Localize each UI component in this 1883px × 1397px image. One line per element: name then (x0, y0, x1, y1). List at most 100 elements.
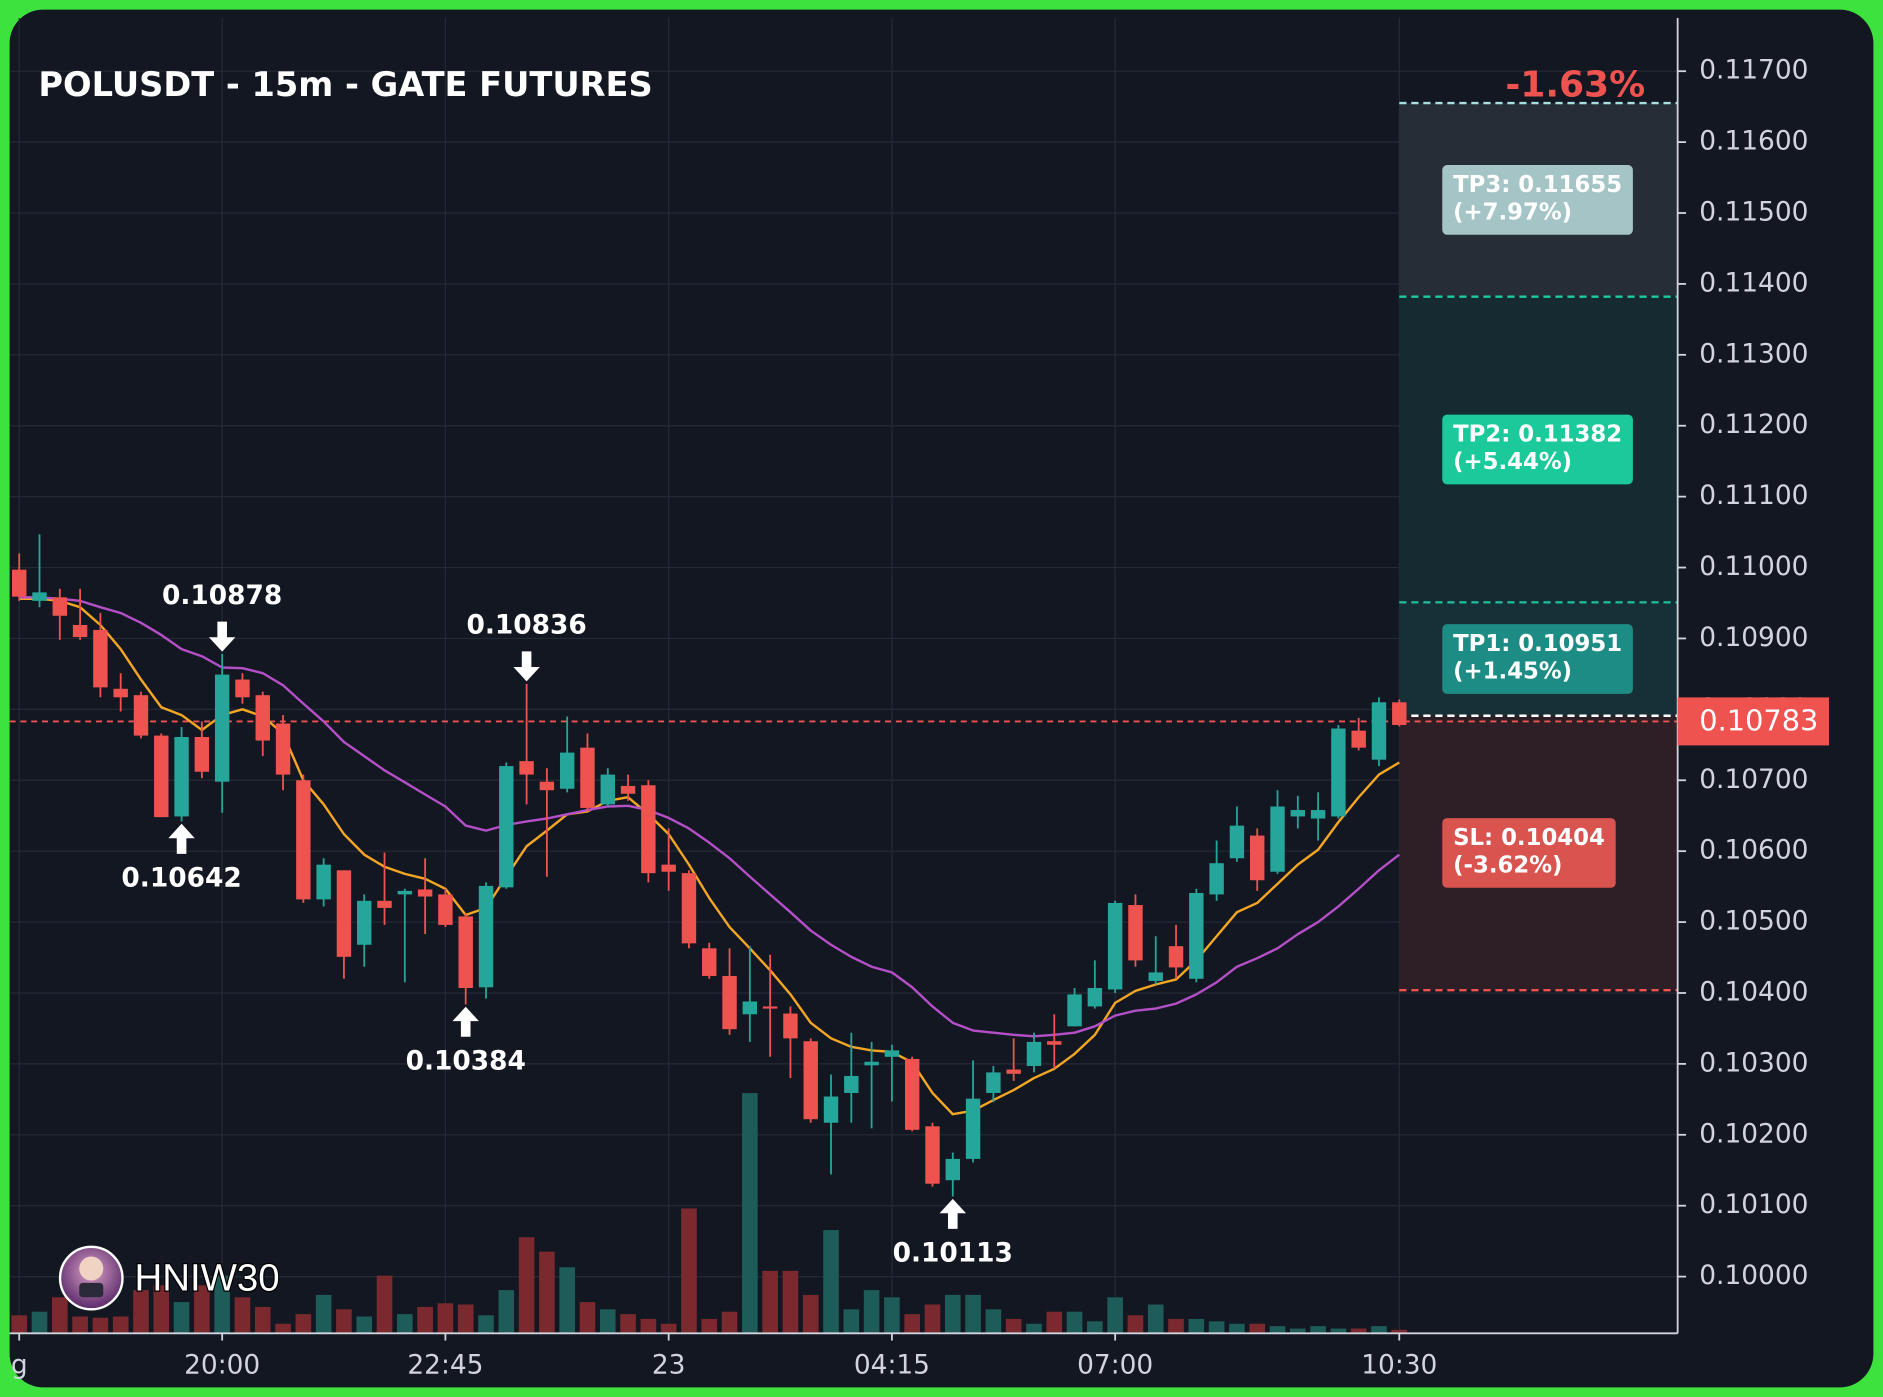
volume-bar (579, 1302, 596, 1334)
candle-body (214, 674, 230, 782)
volume-bar (133, 1290, 149, 1334)
volume-bar (1208, 1321, 1225, 1334)
chart-title: POLUSDT - 15m - GATE FUTURES (38, 65, 652, 104)
y-tick-label: 0.11700 (1699, 55, 1808, 86)
volume-bar (640, 1318, 657, 1334)
candle-body (235, 679, 250, 698)
y-tick-label: 0.10500 (1699, 906, 1808, 937)
candle-body (1209, 863, 1224, 895)
pivot-label: 0.10836 (466, 610, 586, 641)
moving-average (19, 596, 1401, 1038)
y-tick-label: 0.11200 (1699, 409, 1808, 440)
volume-bar (356, 1316, 373, 1334)
candle-body (539, 781, 555, 791)
volume-bar (782, 1270, 799, 1334)
volume-bar (1269, 1326, 1286, 1334)
level-label-percent: (-3.62%) (1453, 853, 1562, 879)
y-tick-label: 0.11400 (1699, 267, 1808, 298)
volume-bar (234, 1297, 251, 1334)
volume-bar (153, 1285, 170, 1334)
volume-bar (762, 1270, 778, 1334)
volume-bar (336, 1309, 352, 1334)
level-label: TP2: 0.11382(+5.44%) (1442, 414, 1633, 485)
candle-body (580, 747, 595, 808)
level-label-percent: (+5.44%) (1453, 449, 1572, 475)
candle-body (1067, 994, 1082, 1027)
volume-bar (742, 1093, 758, 1334)
level-label-text: TP1: 0.10951 (1453, 631, 1622, 657)
volume-bar (112, 1316, 129, 1334)
volume-bar (1229, 1323, 1245, 1334)
volume-bar (904, 1314, 921, 1334)
pivot-arrow (208, 621, 236, 652)
candle-body (458, 916, 473, 989)
volume-bar (478, 1315, 494, 1334)
candle-body (600, 774, 615, 805)
candle-body (357, 900, 372, 945)
x-tick-label: 10:30 (1361, 1349, 1437, 1380)
plot-area: 0.10878 0.10642 0.10384 0.10836 0.10113 TP3: … (9, 18, 1678, 1334)
candle-body (1351, 730, 1366, 748)
candle-body (377, 900, 392, 908)
candle-body (1331, 728, 1346, 817)
candle-body (12, 569, 27, 597)
volume-bar (539, 1251, 555, 1334)
level-label-text: SL: 0.10404 (1453, 825, 1605, 851)
level-label-box (1442, 818, 1616, 888)
volume-bar (1147, 1304, 1164, 1334)
candle-body (194, 737, 210, 772)
candle-body (559, 752, 575, 789)
x-tick-label: 07:00 (1077, 1349, 1153, 1380)
volume-bar (498, 1290, 515, 1334)
candle-body (762, 1006, 778, 1009)
level-label-box (1442, 165, 1633, 235)
candle-body (133, 695, 149, 736)
volume-bar (11, 1315, 28, 1334)
candle-body (1107, 902, 1123, 990)
y-tick-label: 0.11300 (1699, 338, 1808, 369)
level-label-text: TP3: 0.11655 (1453, 172, 1622, 198)
volume-bar (1026, 1323, 1042, 1334)
candle-body (925, 1126, 940, 1184)
candle-body (336, 870, 352, 957)
volume-bar (559, 1267, 575, 1334)
volume-bar (924, 1304, 941, 1334)
volume-bar (620, 1314, 636, 1334)
level-label: SL: 0.10404(-3.62%) (1442, 818, 1616, 888)
volume-bar (843, 1309, 860, 1334)
x-tick-label: 22:45 (407, 1349, 483, 1380)
watermark-text: HNIW30 (135, 1257, 280, 1300)
volume-bar (173, 1302, 190, 1334)
current-price-label: 0.10783 (1699, 704, 1818, 738)
candle-body (702, 948, 717, 976)
volume-bar (417, 1306, 433, 1334)
candle-body (1189, 893, 1204, 979)
volume-bar (315, 1294, 332, 1334)
pivot-arrow (168, 823, 195, 854)
volume-bar (1310, 1326, 1326, 1334)
avatar-body (79, 1282, 104, 1298)
candle-body (255, 695, 270, 741)
candle-body (965, 1098, 981, 1159)
candle-body (1148, 972, 1163, 981)
volume-bar (985, 1309, 1002, 1334)
volume-bar (275, 1323, 291, 1334)
y-tick-label: 0.10200 (1699, 1118, 1808, 1149)
level-label-percent: (+1.45%) (1453, 659, 1572, 685)
candle-body (844, 1075, 859, 1093)
volume-bar (437, 1303, 454, 1334)
volume-bar (295, 1314, 312, 1334)
y-tick-label: 0.11600 (1699, 126, 1808, 157)
volume-bar (884, 1297, 900, 1334)
candle-body (154, 735, 169, 818)
pivot-arrow (513, 651, 540, 682)
volume-bar (1066, 1311, 1083, 1334)
candle-body (864, 1061, 879, 1066)
y-tick-label: 0.11000 (1699, 551, 1808, 582)
candle-body (52, 597, 68, 616)
watermark: HNIW30 (58, 1245, 281, 1311)
candle-body (884, 1050, 900, 1057)
candle-body (722, 975, 737, 1030)
